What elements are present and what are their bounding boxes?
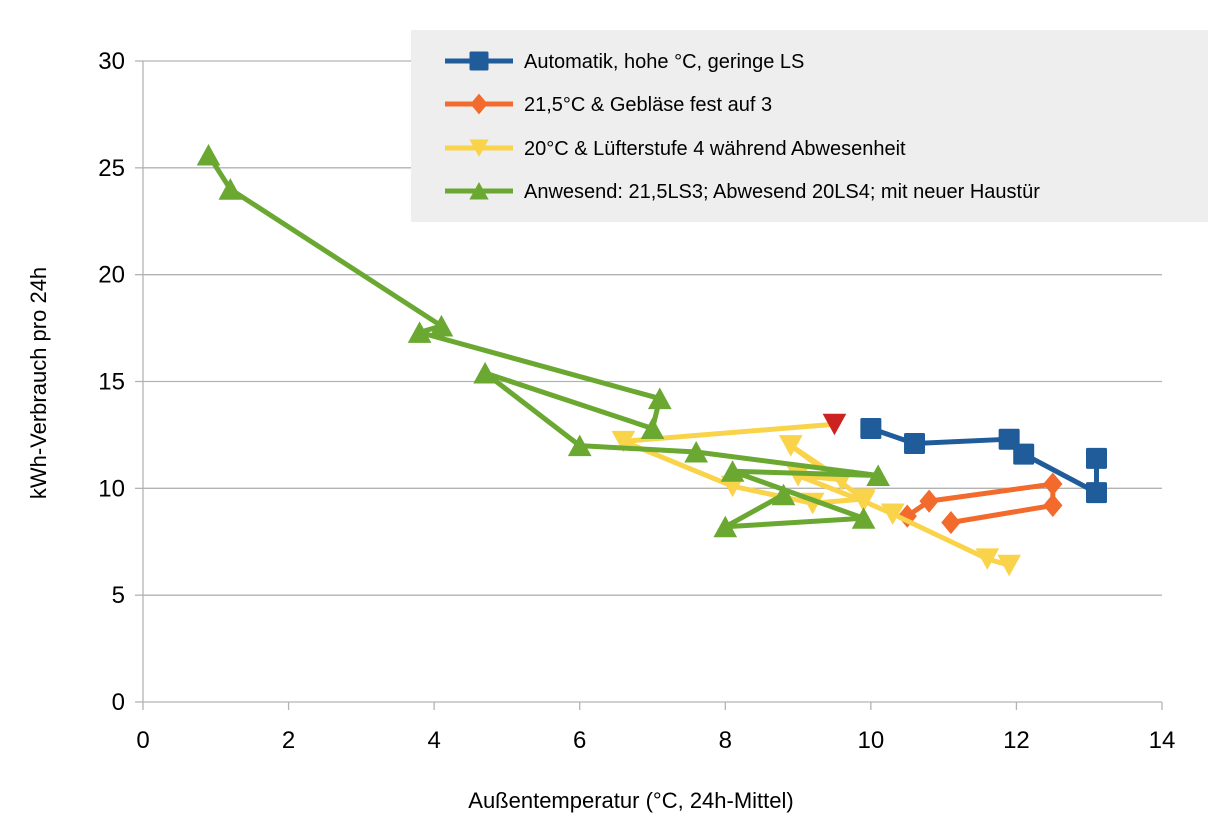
data-point [218,178,243,200]
data-point [904,432,926,454]
data-point [611,430,636,453]
legend-label: Anwesend: 21,5LS3; Abwesend 20LS4; mit n… [524,181,1040,203]
data-point [880,503,905,526]
x-tick-labels: 0 2 4 6 8 10 12 14 [136,727,1175,754]
data-point [997,554,1021,577]
y-tick-label: 30 [98,48,125,75]
data-point [851,507,876,529]
x-tick-label: 6 [573,727,586,754]
y-tick-label: 10 [98,475,125,502]
x-tick-label: 8 [719,727,732,754]
x-tick-label: 12 [1003,727,1030,754]
series-3 [196,143,890,538]
legend-marker [469,51,489,71]
data-point [1085,482,1107,504]
legend: Automatik, hohe °C, geringe LS 21,5°C & G… [411,30,1208,222]
legend-marker [470,93,488,115]
series-layer [196,143,1107,577]
x-tick-label: 2 [282,727,295,754]
data-point [897,504,917,528]
x-tick-label: 4 [427,727,440,754]
data-point [647,387,672,410]
legend-background [411,30,1208,222]
x-tick-label: 14 [1149,727,1176,754]
data-point [473,361,497,384]
y-tick-labels: 0 5 10 15 20 25 30 [98,48,125,716]
data-point [822,413,847,436]
legend-item-2: 20°C & Lüfterstufe 4 während Abwesenheit [445,138,906,160]
legend-item-3: Anwesend: 21,5LS3; Abwesend 20LS4; mit n… [445,181,1040,203]
axes [135,60,1163,710]
data-point [429,314,454,337]
legend-label: 20°C & Lüfterstufe 4 während Abwesenheit [524,138,906,160]
x-tick-label: 10 [858,727,885,754]
legend-items: Automatik, hohe °C, geringe LS 21,5°C & G… [445,51,1040,203]
y-axis-title: kWh-Verbrauch pro 24h [26,267,51,499]
y-tick-label: 0 [112,689,125,716]
data-point [1043,493,1063,518]
data-point [866,464,890,487]
series-0 [860,418,1107,504]
data-point [1043,472,1063,496]
y-tick-label: 25 [98,155,125,182]
data-point [778,435,803,457]
legend-label: 21,5°C & Gebläse fest auf 3 [524,94,772,116]
data-point [860,418,882,440]
y-tick-label: 20 [98,262,125,289]
data-point [407,321,432,343]
x-axis-title: Außentemperatur (°C, 24h-Mittel) [468,788,793,813]
y-tick-label: 15 [98,369,125,396]
data-point [196,143,221,166]
legend-item-1: 21,5°C & Gebläse fest auf 3 [445,93,772,116]
data-point [919,489,939,513]
data-point [567,434,592,457]
legend-marker [469,181,489,200]
x-tick-label: 0 [136,727,149,754]
data-point [1085,447,1107,469]
legend-label: Automatik, hohe °C, geringe LS [524,51,804,73]
data-point [640,417,665,440]
data-point [720,460,745,482]
data-point [851,490,876,513]
data-point [684,440,709,463]
data-point [771,483,796,506]
data-point [975,548,1000,570]
data-point [1013,443,1035,465]
series-1 [897,472,1063,535]
legend-item-0: Automatik, hohe °C, geringe LS [445,51,804,73]
series-line [620,421,1012,568]
y-tick-label: 5 [112,582,125,609]
data-point [941,510,961,535]
data-point [713,515,738,538]
legend-marker [469,139,489,158]
